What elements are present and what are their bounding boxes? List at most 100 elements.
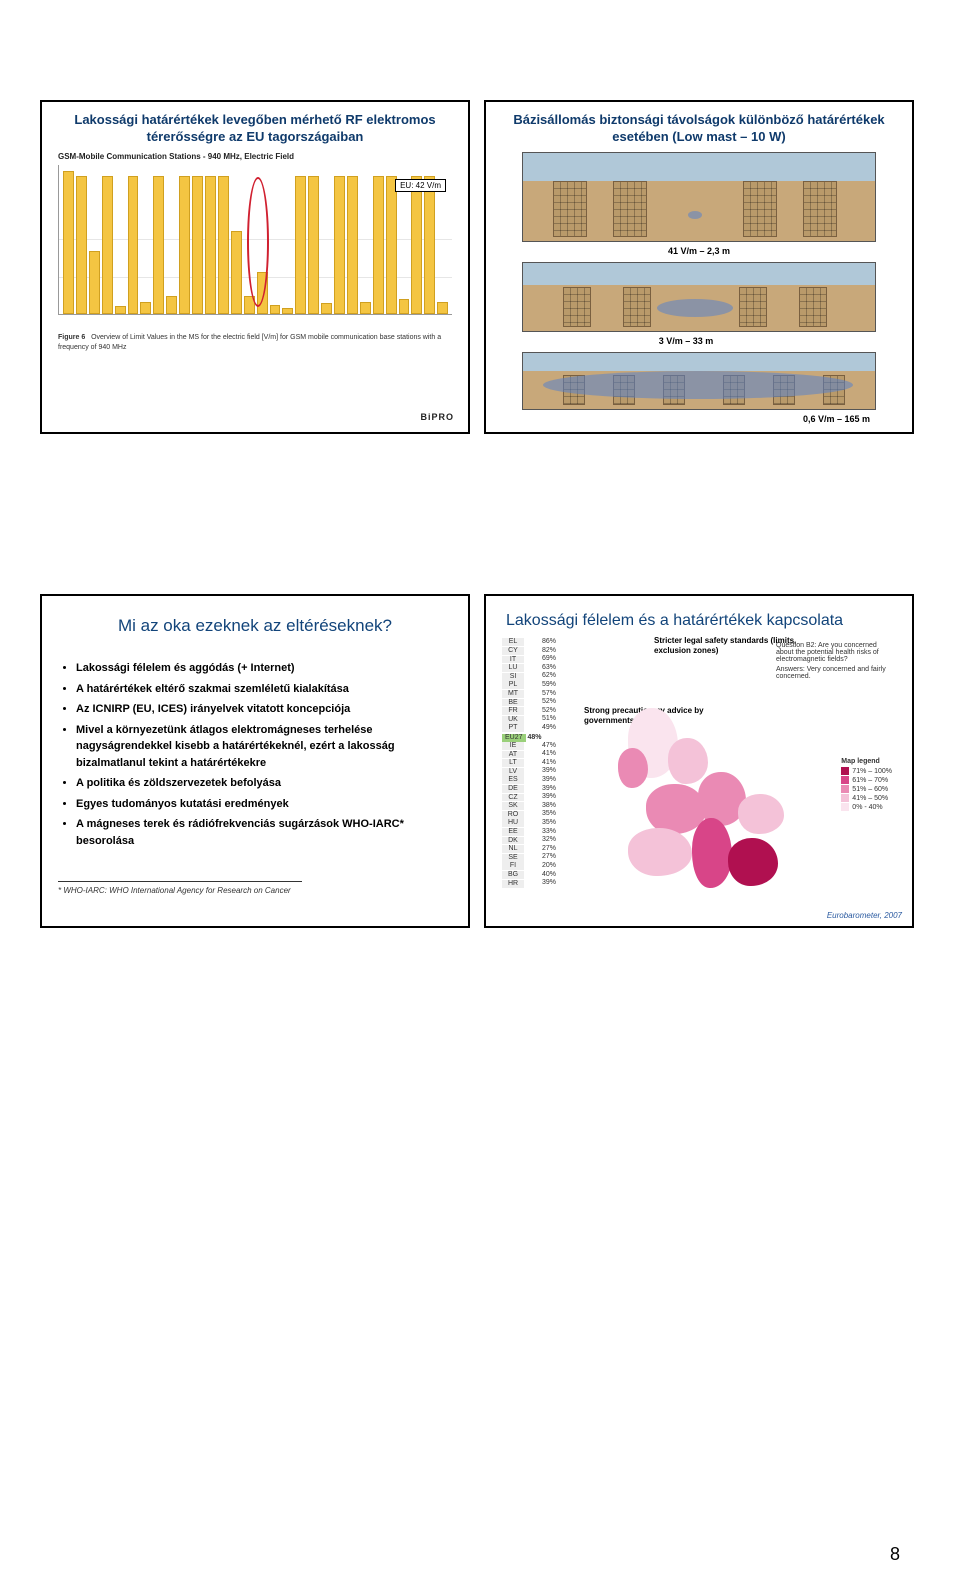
bar <box>373 176 384 314</box>
bar <box>282 308 293 314</box>
bar <box>321 303 332 314</box>
sim-label-1: 41 V/m – 2,3 m <box>502 246 896 256</box>
legend-item: 61% – 70% <box>841 776 892 784</box>
country-row: EL86% <box>502 638 582 647</box>
legend-item: 41% – 50% <box>841 794 892 802</box>
panel-reasons: Mi az oka ezeknek az eltéréseknek? Lakos… <box>40 594 470 928</box>
figure-caption: Figure 6 Overview of Limit Values in the… <box>58 333 452 353</box>
map-wrap: Stricter legal safety standards (limits,… <box>588 638 896 898</box>
row-1: Lakossági határértékek levegőben mérhető… <box>0 100 960 434</box>
panel-limits-chart: Lakossági határértékek levegőben mérhető… <box>40 100 470 434</box>
sim-image-3 <box>522 352 876 410</box>
country-row: UK51% <box>502 715 582 724</box>
caption-label: Figure 6 <box>58 334 85 341</box>
country-row: IE47% <box>502 742 582 751</box>
bar <box>386 176 397 314</box>
country-list: EL86%CY82%IT69%LU63%SI62%PL59%MT57%BE52%… <box>502 638 582 898</box>
bar <box>244 296 255 314</box>
caption-text: Overview of Limit Values in the MS for t… <box>58 334 441 351</box>
legend-title: Map legend <box>841 758 892 765</box>
question-text: Question B2: Are you concerned about the… <box>776 642 894 663</box>
bar <box>437 302 448 314</box>
country-row: PL59% <box>502 681 582 690</box>
bar <box>140 302 151 314</box>
row-2: Mi az oka ezeknek az eltéréseknek? Lakos… <box>0 594 960 928</box>
brand-logo: BiPRO <box>420 412 454 422</box>
bar <box>399 299 410 314</box>
bar <box>76 176 87 314</box>
panel-a-title: Lakossági határértékek levegőben mérhető… <box>58 112 452 146</box>
legend-item: 51% – 60% <box>841 785 892 793</box>
country-row: AT41% <box>502 750 582 759</box>
bullet-item: A politika és zöldszervezetek befolyása <box>76 775 452 792</box>
bar-chart: EU: 42 V/m <box>58 165 452 315</box>
bar <box>308 176 319 314</box>
country-row: NL27% <box>502 845 582 854</box>
sim-label-2: 3 V/m – 33 m <box>502 336 870 346</box>
question-heading: Mi az oka ezeknek az eltéréseknek? <box>58 606 452 640</box>
country-row: CZ39% <box>502 793 582 802</box>
bar <box>295 176 306 314</box>
bar <box>179 176 190 314</box>
bar <box>231 231 242 314</box>
europe-map <box>588 698 818 898</box>
sim-image-2 <box>522 262 876 332</box>
chart-subtitle: GSM-Mobile Communication Stations - 940 … <box>58 152 452 161</box>
sim-image-1 <box>522 152 876 242</box>
bar <box>424 176 435 314</box>
country-row: LU63% <box>502 664 582 673</box>
bar <box>347 176 358 314</box>
country-row: LV39% <box>502 767 582 776</box>
bullet-item: Lakossági félelem és aggódás (+ Internet… <box>76 660 452 677</box>
bullet-item: A határértékek eltérő szakmai szemléletű… <box>76 681 452 698</box>
country-row: RO35% <box>502 810 582 819</box>
bar <box>128 176 139 314</box>
bullet-item: Mivel a környezetünk átlagos elektromágn… <box>76 722 452 772</box>
legend-item: 71% – 100% <box>841 767 892 775</box>
bullet-item: Egyes tudományos kutatási eredmények <box>76 796 452 813</box>
bar <box>89 251 100 314</box>
bar <box>334 176 345 314</box>
answer-text: Answers: Very concerned and fairly conce… <box>776 666 894 680</box>
bullet-list: Lakossági félelem és aggódás (+ Internet… <box>58 660 452 849</box>
country-row: ES39% <box>502 776 582 785</box>
sim-label-3: 0,6 V/m – 165 m <box>502 414 870 424</box>
bar <box>192 176 203 314</box>
bar <box>115 306 126 314</box>
country-row: CY82% <box>502 647 582 656</box>
country-row: MT57% <box>502 690 582 699</box>
bullet-item: A mágneses terek és rádiófrekvenciás sug… <box>76 816 452 849</box>
panel-d-body: EL86%CY82%IT69%LU63%SI62%PL59%MT57%BE52%… <box>502 638 896 898</box>
eu-limit-label: EU: 42 V/m <box>395 179 446 192</box>
country-row: EE33% <box>502 828 582 837</box>
country-row: IT69% <box>502 655 582 664</box>
bar <box>218 176 229 314</box>
bullet-item: Az ICNIRP (EU, ICES) irányelvek vitatott… <box>76 701 452 718</box>
bar <box>360 302 371 314</box>
bar <box>63 171 74 314</box>
country-row: DK32% <box>502 836 582 845</box>
map-legend: Map legend 71% – 100%61% – 70%51% – 60%4… <box>841 758 892 812</box>
country-row: BG40% <box>502 871 582 880</box>
country-row: FI20% <box>502 862 582 871</box>
country-row: HU35% <box>502 819 582 828</box>
country-row: SE27% <box>502 853 582 862</box>
country-row: BE52% <box>502 698 582 707</box>
bar <box>411 176 422 314</box>
bar <box>270 305 281 314</box>
legend-item: 0% - 40% <box>841 803 892 811</box>
footnote: * WHO-IARC: WHO International Agency for… <box>58 881 302 895</box>
country-row: FR52% <box>502 707 582 716</box>
country-row: HR39% <box>502 879 582 888</box>
panel-b-title: Bázisállomás biztonsági távolságok külön… <box>502 112 896 146</box>
bar <box>205 176 216 314</box>
panel-d-title: Lakossági félelem és a határértékek kapc… <box>502 606 896 638</box>
side-question: Question B2: Are you concerned about the… <box>776 642 894 680</box>
bar <box>257 272 268 314</box>
panel-safety-distances: Bázisállomás biztonsági távolságok külön… <box>484 100 914 434</box>
source-label: Eurobarometer, 2007 <box>827 911 902 920</box>
bar <box>153 176 164 314</box>
country-row: SI62% <box>502 672 582 681</box>
country-row: SK38% <box>502 802 582 811</box>
country-row: LT41% <box>502 759 582 768</box>
